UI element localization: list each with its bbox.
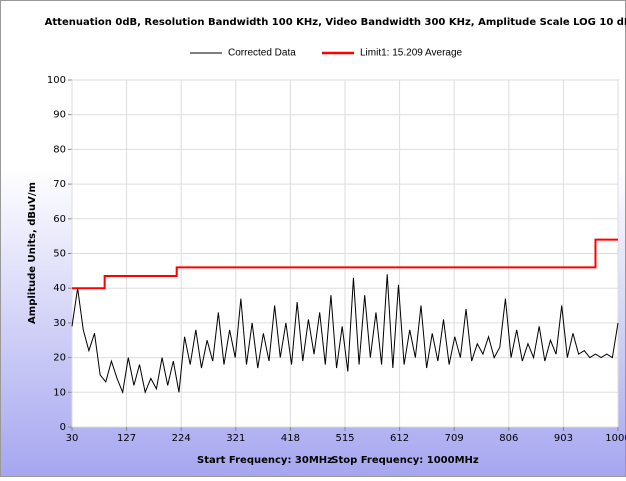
y-tick-label: 80 <box>53 144 66 155</box>
legend-label: Limit1: 15.209 Average <box>360 48 463 59</box>
data-line <box>71 274 619 395</box>
y-tick-label: 100 <box>47 75 66 86</box>
y-tick-label: 20 <box>53 353 66 364</box>
legend-label: Corrected Data <box>228 48 296 59</box>
x-tick-label: 515 <box>335 433 354 444</box>
data-line <box>72 238 618 290</box>
x-tick-label: 709 <box>445 433 464 444</box>
x-tick-label: 1000 <box>605 433 626 444</box>
y-tick-label: 70 <box>53 179 66 190</box>
y-tick-label: 50 <box>53 249 66 260</box>
x-tick-label: 612 <box>390 433 409 444</box>
x-tick-label: 418 <box>281 433 300 444</box>
y-tick-label: 0 <box>60 422 66 433</box>
y-tick-label: 60 <box>53 214 66 225</box>
y-tick-label: 40 <box>53 283 66 294</box>
y-tick-label: 90 <box>53 110 66 121</box>
x-tick-label: 30 <box>66 433 79 444</box>
x-tick-label: 903 <box>554 433 573 444</box>
chart-title: Attenuation 0dB, Resolution Bandwidth 10… <box>45 17 626 28</box>
x-tick-label: 127 <box>117 433 136 444</box>
x-tick-label: 321 <box>226 433 245 444</box>
y-tick-label: 30 <box>53 318 66 329</box>
y-axis-label: Amplitude Units, dBuV/m <box>27 182 38 324</box>
x-axis-label: Start Frequency: 30MHz <box>197 455 333 466</box>
y-tick-label: 10 <box>53 387 66 398</box>
x-tick-label: 224 <box>172 433 191 444</box>
x-axis-label: Stop Frequency: 1000MHz <box>331 455 479 466</box>
x-tick-label: 806 <box>499 433 518 444</box>
